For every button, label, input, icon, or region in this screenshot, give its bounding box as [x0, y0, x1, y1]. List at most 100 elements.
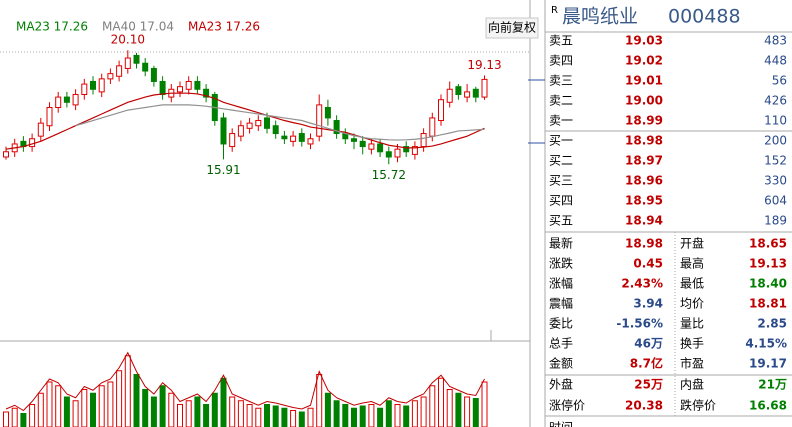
stat-value: 16.68 [749, 399, 787, 413]
book-label: 买四 [549, 194, 573, 208]
volume-bar [63, 396, 70, 427]
candle-body [385, 151, 392, 158]
book-label: 卖二 [549, 94, 573, 108]
book-price: 19.03 [625, 34, 663, 48]
stat-value: 0.45 [633, 257, 663, 271]
volume-line [5, 351, 485, 412]
candle-body [81, 83, 88, 95]
volume-bar [220, 377, 227, 427]
book-label: 买五 [549, 214, 573, 228]
candle-body [29, 138, 36, 148]
volume-bar [116, 370, 123, 427]
volume-bar [455, 392, 462, 427]
ma-label: MA23 17.26 [16, 20, 88, 34]
candle-body [455, 86, 462, 95]
candle-body [63, 96, 70, 103]
ma-label: MA23 17.26 [188, 20, 260, 34]
candle-body [403, 146, 410, 153]
volume-bar [429, 385, 436, 427]
candle-body [90, 80, 96, 90]
book-price: 18.94 [625, 214, 663, 228]
book-label: 买三 [549, 174, 573, 188]
book-label: 卖五 [549, 34, 573, 48]
volume-bar [29, 404, 36, 427]
volume-bar [324, 392, 331, 427]
adjust-button-label[interactable]: 向前复权 [488, 20, 536, 35]
volume-bar [107, 381, 114, 427]
candle-body [229, 133, 236, 148]
candle-body [46, 107, 53, 127]
candle-body [281, 135, 288, 140]
stat-label: 开盘 [680, 236, 704, 251]
volume-bar [298, 411, 305, 427]
candle-body [411, 146, 418, 155]
volume-bar [290, 410, 297, 427]
candle-body [359, 140, 366, 148]
volume-bar [72, 400, 79, 427]
volume-bar [255, 407, 262, 427]
volume-bar [159, 385, 166, 427]
book-label: 买二 [549, 154, 573, 168]
candle-body [220, 117, 227, 145]
volume-bar [237, 400, 244, 427]
stat-label: 总手 [549, 337, 573, 351]
book-volume: 56 [772, 74, 787, 88]
stat-label: 均价 [680, 297, 704, 311]
book-volume: 110 [764, 114, 787, 128]
candle-body [316, 104, 323, 137]
book-volume: 448 [764, 54, 787, 68]
stat-value: 20.38 [625, 399, 663, 413]
candle-body [203, 88, 210, 98]
volume-bar [272, 405, 279, 427]
candle-body [420, 133, 427, 148]
book-volume: 604 [764, 194, 787, 208]
candle-body [333, 120, 340, 135]
book-volume: 152 [764, 154, 787, 168]
candle-body [264, 117, 270, 129]
candle-body [290, 135, 297, 142]
high-annotation: 20.10 [111, 33, 145, 47]
book-price: 18.96 [625, 174, 663, 188]
volume-bar [264, 404, 270, 427]
candle-body [55, 96, 62, 109]
candle-body [429, 117, 436, 137]
candle-body [472, 88, 479, 98]
candle-body [185, 80, 192, 90]
candle-body [133, 54, 140, 64]
volume-bar [403, 405, 410, 427]
volume-bar [11, 407, 18, 427]
candle-body [272, 125, 279, 135]
book-price: 18.98 [625, 134, 663, 148]
stat-value: -1.56% [616, 317, 663, 331]
volume-bar [142, 389, 149, 427]
stat-value: 2.85 [757, 317, 787, 331]
stat-value: 8.7亿 [630, 356, 663, 371]
volume-bar [333, 400, 340, 427]
volume-bar [385, 400, 392, 427]
volume-bar [124, 355, 131, 427]
stat-label: 涨跌 [549, 256, 573, 271]
book-label: 卖一 [549, 114, 573, 128]
stat-value: 19.17 [749, 357, 787, 371]
book-label: 卖三 [549, 74, 573, 88]
adjust-button[interactable] [485, 17, 539, 39]
stat-label: 最高 [680, 256, 704, 271]
candle-body [37, 122, 44, 137]
stat-value: 25万 [634, 378, 663, 392]
stat-value: 21万 [758, 378, 787, 392]
book-price: 18.97 [625, 154, 663, 168]
volume-bar [133, 374, 140, 427]
candle-body [107, 73, 114, 80]
volume-bar [464, 396, 471, 427]
low-annotation: 15.91 [206, 163, 240, 177]
candle-body [237, 125, 244, 137]
book-price: 19.02 [625, 54, 663, 68]
stat-label: 内盘 [680, 377, 704, 392]
stat-value: 2.43% [621, 277, 663, 291]
stat-label: 市盈 [680, 356, 704, 371]
volume-bar [316, 374, 323, 427]
volume-bar [307, 407, 314, 427]
book-price: 18.99 [625, 114, 663, 128]
stock-name: 晨鸣纸业 [562, 6, 638, 28]
